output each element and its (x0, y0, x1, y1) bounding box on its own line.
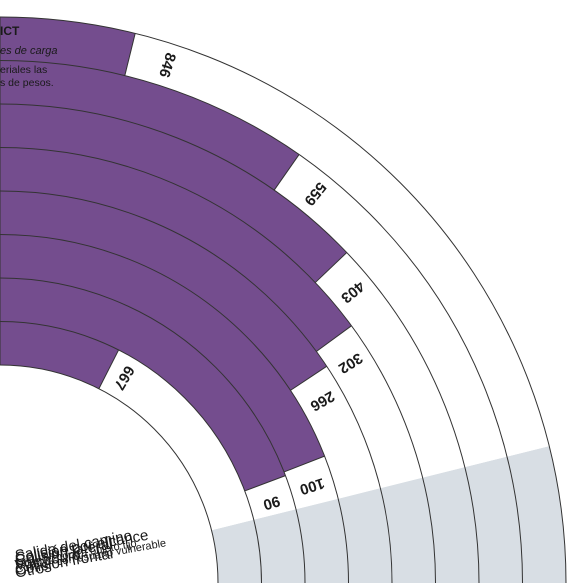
remainder-bar (0, 321, 119, 389)
category-band (338, 488, 392, 583)
header-text-line: eriales las (0, 64, 48, 76)
remainder-bar (0, 16, 136, 76)
value-label: 90 (261, 492, 282, 513)
category-band (253, 509, 306, 583)
value-end-line (316, 325, 352, 352)
header-text: eriales las s de pesos. (0, 64, 70, 90)
ring-outline (0, 364, 219, 583)
value-bar (316, 325, 423, 489)
value-bar (284, 456, 339, 510)
value-bar (290, 366, 381, 499)
value-label: 846 (155, 51, 179, 80)
value-bar (274, 154, 507, 468)
ring-outline (0, 103, 480, 583)
category-band (422, 467, 479, 583)
value-label: 100 (298, 474, 327, 498)
category-label: Otros (14, 558, 53, 581)
remainder-bar (0, 147, 352, 352)
remainder-bar (0, 190, 327, 391)
ring-outline (0, 190, 393, 583)
ring-outline (0, 147, 436, 583)
remainder-bar (0, 60, 300, 191)
value-bar (315, 252, 465, 478)
header-subtitle: es de carga (0, 45, 58, 57)
value-end-line (273, 154, 300, 191)
value-end-line (124, 33, 136, 76)
ring-outline (0, 16, 567, 583)
category-band (380, 477, 436, 583)
ring-outline (0, 277, 306, 583)
header-title: ICT (0, 24, 20, 38)
value-end-line (290, 365, 327, 391)
category-band (464, 456, 523, 583)
remainder-bar (0, 104, 347, 283)
value-bar (124, 33, 550, 457)
value-bar (98, 349, 254, 531)
remainder-bar (0, 234, 325, 472)
category-band (295, 498, 349, 583)
ring-outline (0, 321, 262, 583)
ring-outline (0, 234, 349, 583)
value-end-line (244, 475, 286, 492)
value-end-line (98, 349, 120, 389)
ring-outline (0, 60, 523, 583)
category-band (211, 519, 262, 583)
value-end-line (314, 252, 348, 283)
header-text-line: s de pesos. (0, 77, 54, 89)
value-end-line (283, 455, 325, 473)
